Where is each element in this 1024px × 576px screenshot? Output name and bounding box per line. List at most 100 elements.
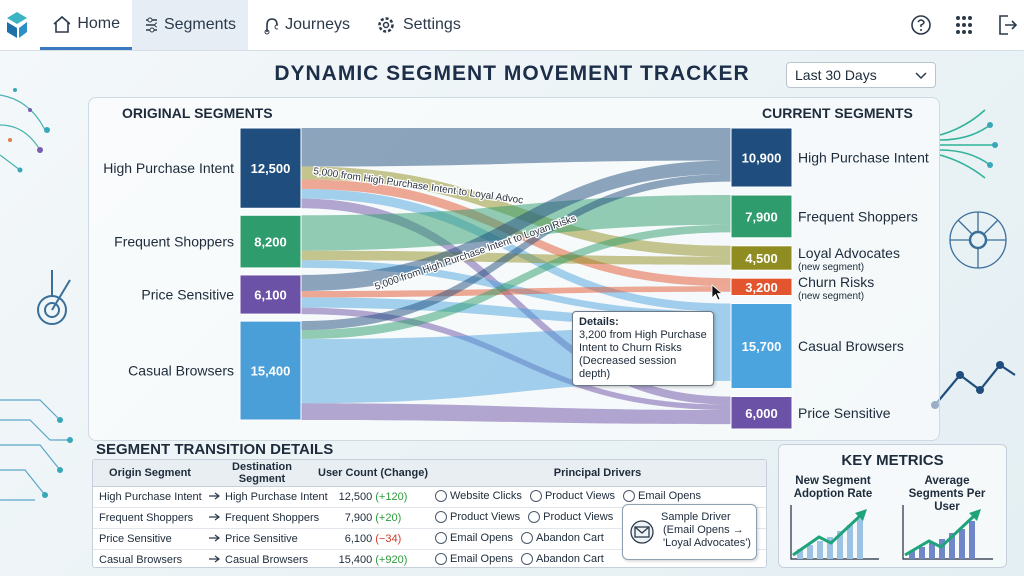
driver: Website Clicks: [435, 489, 522, 502]
flow-link: [301, 174, 731, 331]
flow-link: [301, 403, 731, 425]
home-icon: [53, 15, 71, 33]
logo[interactable]: [4, 10, 30, 40]
table-row: Casual Browsers Casual Browsers 15,400 (+92…: [93, 549, 766, 567]
driver-icon: [520, 552, 533, 565]
driver: Product Views: [435, 510, 520, 523]
destination: High Purchase Intent: [225, 491, 328, 503]
origin-cell: Casual Browsers: [93, 549, 207, 567]
metric-label: New Segment Adoption Rate: [793, 475, 873, 500]
node-value: 3,200: [745, 280, 778, 295]
tooltip-title: Details:: [579, 316, 619, 328]
column-header: Destination Segment: [207, 460, 317, 487]
nav-bar: Home Segments Journeys Settings: [0, 0, 1024, 51]
segment-name: Casual Browsers: [798, 338, 904, 354]
origin-cell: Price Sensitive: [93, 528, 207, 550]
segment-name: Churn Risks: [798, 274, 874, 290]
key-metrics-title: KEY METRICS: [841, 452, 944, 469]
logout-button[interactable]: [999, 15, 1018, 35]
drivers-cell: Website Clicks Product Views Email Opens: [429, 486, 766, 508]
node-value: 15,700: [742, 339, 782, 354]
segment-name: Loyal Advocates: [798, 245, 900, 261]
user-count: 7,900: [344, 512, 373, 524]
segment-node: [730, 245, 793, 271]
journeys-icon: [264, 18, 279, 35]
segment-name: High Purchase Intent: [798, 150, 929, 166]
node-value: 6,000: [745, 406, 778, 421]
chevron: [915, 72, 927, 80]
date-range-dropdown[interactable]: Last 30 Days: [786, 62, 936, 88]
count-change: (+120): [375, 491, 408, 503]
mini-chart: [790, 505, 879, 560]
driver: Email Opens: [435, 531, 513, 544]
origin-cell: High Purchase Intent: [93, 486, 207, 508]
nav-home[interactable]: Home: [40, 0, 132, 50]
sample-line: (Email Opens →: [663, 524, 744, 536]
destination-cell: High Purchase Intent: [207, 486, 328, 508]
driver-label: Product Views: [543, 510, 614, 523]
count-change: (+920): [375, 554, 408, 566]
column-header: Principal Drivers: [429, 460, 766, 487]
help-button[interactable]: [911, 15, 931, 35]
driver-label: Website Clicks: [450, 489, 522, 502]
flow-link: [301, 286, 731, 298]
driver: Product Views: [529, 489, 616, 502]
segments-icon: [146, 17, 157, 33]
arrow: [209, 555, 220, 563]
metric-label: Average Segments Per User: [908, 475, 986, 513]
driver-icon: [435, 552, 447, 565]
sample-driver[interactable]: Sample Driver (Email Opens → 'Loyal Advoca…: [622, 504, 757, 560]
driver-icon: [435, 510, 447, 523]
segment-name: Price Sensitive: [141, 287, 234, 303]
count-change: (−34): [375, 533, 402, 545]
driver-label: Product Views: [544, 489, 616, 502]
right-title: CURRENT SEGMENTS: [762, 105, 913, 121]
driver-label: Email Opens: [450, 531, 513, 544]
driver-icon: [435, 531, 447, 544]
nav-settings[interactable]: Settings: [364, 0, 474, 50]
tooltip-text: 3,200 from High Purchase Intent to Churn…: [579, 329, 707, 380]
flow-link: [301, 224, 731, 340]
nav-journeys[interactable]: Journeys: [250, 0, 362, 50]
driver: Product Views: [528, 510, 614, 523]
node-value: 10,900: [742, 151, 782, 166]
nav-label: Segments: [163, 16, 236, 33]
node-value: 6,100: [254, 288, 287, 303]
apps-button[interactable]: [956, 16, 972, 34]
settings-icon: [378, 17, 394, 33]
count-change: (+20): [375, 512, 402, 524]
driver-icon: [529, 489, 542, 502]
segment-note: (new segment): [798, 262, 864, 273]
destination-cell: Casual Browsers: [207, 549, 317, 567]
segment-name: Casual Browsers: [128, 363, 234, 379]
segment-node: [730, 194, 793, 239]
segment-note: (new segment): [798, 291, 864, 302]
driver: Abandon Cart: [520, 552, 604, 565]
tooltip: Details: 3,200 from High Purchase Intent…: [572, 311, 714, 386]
driver-icon: [623, 489, 636, 502]
table-title: SEGMENT TRANSITION DETAILS: [96, 441, 334, 458]
column-header: User Count (Change): [317, 460, 429, 487]
key-metrics: KEY METRICS New Segment Adoption Rate Av…: [778, 444, 1007, 568]
left-title: ORIGINAL SEGMENTS: [122, 105, 273, 121]
driver-icon: [528, 510, 541, 523]
segment-node: [239, 274, 302, 315]
user-count: 12,500: [338, 491, 373, 503]
sample-line: Sample Driver: [661, 511, 731, 523]
count-cell: 12,500 (+120): [317, 486, 429, 508]
node-value: 4,500: [745, 251, 778, 266]
sample-line: 'Loyal Advocates'): [663, 537, 751, 549]
destination-cell: Frequent Shoppers: [207, 507, 319, 529]
segment-node: [730, 127, 793, 188]
user-count: 15,400: [338, 554, 373, 566]
count-cell: 15,400 (+920): [317, 549, 429, 567]
nav-segments[interactable]: Segments: [132, 0, 248, 50]
arrow: [209, 513, 220, 521]
segment-node: [239, 127, 302, 209]
header-row: Origin Segment Destination Segment User Co…: [93, 460, 766, 487]
count-cell: 6,100 (−34): [317, 528, 429, 550]
driver-label: Email Opens: [638, 489, 702, 502]
driver-icon: [435, 489, 447, 502]
